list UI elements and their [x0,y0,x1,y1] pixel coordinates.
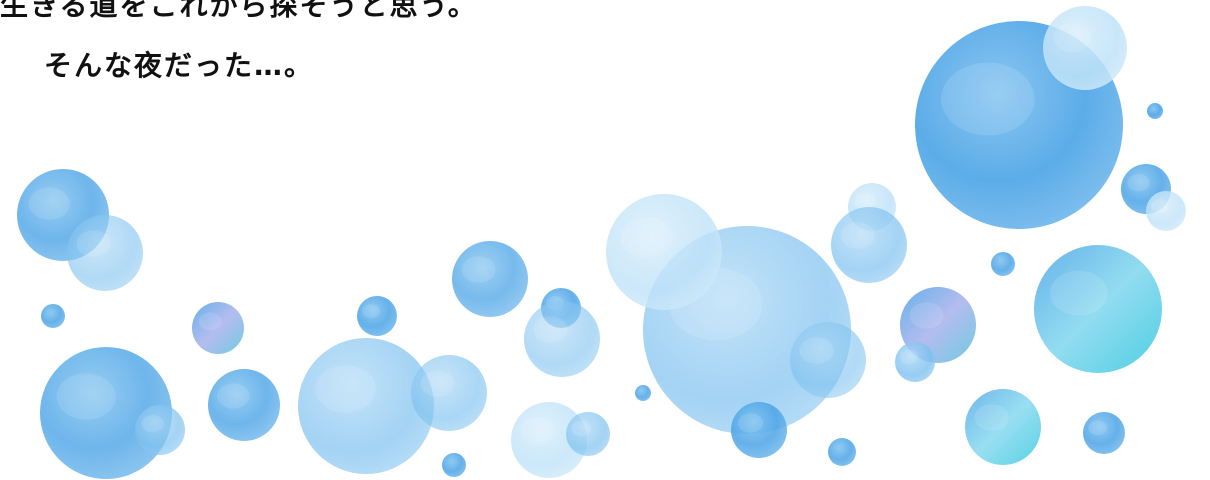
bubble [511,402,587,478]
bubble [965,389,1041,465]
bubble-highlight [520,417,555,444]
bubble-highlight [974,404,1009,431]
bubble [831,207,907,283]
bubble-highlight [1088,420,1108,436]
narration-line-1: 生きる道をこれから探そうと思う。 [0,0,478,22]
bubble-highlight [198,312,222,331]
bubble [442,453,466,477]
bubble [357,296,397,336]
bubble-highlight [56,373,116,420]
bubble [790,322,866,398]
bubble [524,301,600,377]
bubble-highlight [533,316,568,343]
bubble [208,369,280,441]
bubble-highlight [1151,199,1169,213]
bubble-highlight [28,187,70,220]
bubble [1034,245,1162,373]
bubble [566,412,610,456]
bubble [635,385,651,401]
bubble [1083,412,1125,454]
bubble [1146,191,1186,231]
bubble [67,215,143,291]
bubble-highlight [840,222,875,249]
bubble [135,405,185,455]
narration-line-2: そんな夜だった…。 [44,49,315,82]
bubble-highlight [76,230,111,257]
bubble [1043,6,1127,90]
bubble-highlight [571,420,592,437]
bubble [411,355,487,431]
bubble [41,304,65,328]
bubble-highlight [1053,22,1092,53]
bubble [991,252,1015,276]
bubble [452,241,528,317]
bubble-highlight [909,302,944,329]
bubble-highlight [217,383,250,409]
bubble [731,402,787,458]
bubble-highlight [1050,270,1108,316]
bubble-highlight [420,370,455,397]
bubble-highlight [620,217,673,258]
bubble-highlight [900,350,918,364]
bubble-highlight [461,256,496,283]
bubble [1147,103,1163,119]
bubble [828,438,856,466]
bubble [606,194,722,310]
bubble-highlight [854,192,876,210]
bubble-highlight [1127,174,1150,192]
bubble-highlight [315,365,377,413]
bubble-group [17,6,1186,479]
bubble [895,342,935,382]
bubble-highlight [362,304,380,318]
bubble-highlight [799,337,834,364]
bubble-highlight [738,413,764,433]
bubble [40,347,172,479]
bubble-highlight [941,62,1035,136]
bubble-highlight [141,415,164,433]
bubble [192,302,244,354]
bubble [298,338,434,474]
